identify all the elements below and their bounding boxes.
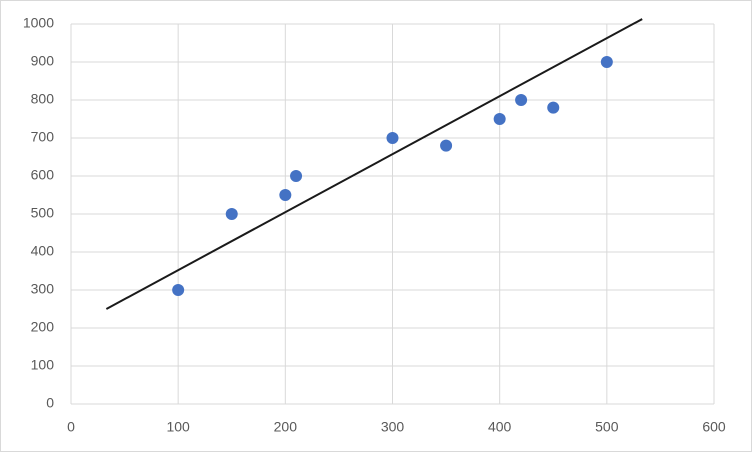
y-tick-label: 400 [31,243,55,259]
scatter-point [225,208,238,220]
trendline [105,18,643,310]
scatter-point [547,101,560,114]
y-tick-label: 800 [31,91,55,107]
scatter-point [279,189,292,201]
scatter-point [440,139,453,152]
x-tick-label: 0 [67,419,75,435]
x-tick-label: 300 [381,419,405,435]
y-tick-label: 1000 [23,15,54,31]
x-tick-label: 500 [595,419,619,435]
scatter-point [290,170,303,182]
scatter-point [172,284,185,296]
y-tick-label: 600 [31,167,55,183]
y-tick-label: 200 [31,319,55,335]
y-tick-label: 300 [31,281,55,297]
y-tick-label: 500 [31,205,55,221]
y-tick-label: 700 [31,129,55,145]
scatter-point [386,132,399,144]
y-tick-label: 900 [31,53,55,69]
x-tick-label: 100 [166,419,190,435]
scatter-point [515,94,528,106]
scatter-point [493,113,506,125]
y-tick-label: 100 [31,357,55,373]
y-tick-label: 0 [46,395,54,411]
x-tick-label: 600 [702,419,726,435]
scatter-point [600,56,613,68]
x-tick-label: 200 [274,419,298,435]
x-tick-label: 400 [488,419,512,435]
